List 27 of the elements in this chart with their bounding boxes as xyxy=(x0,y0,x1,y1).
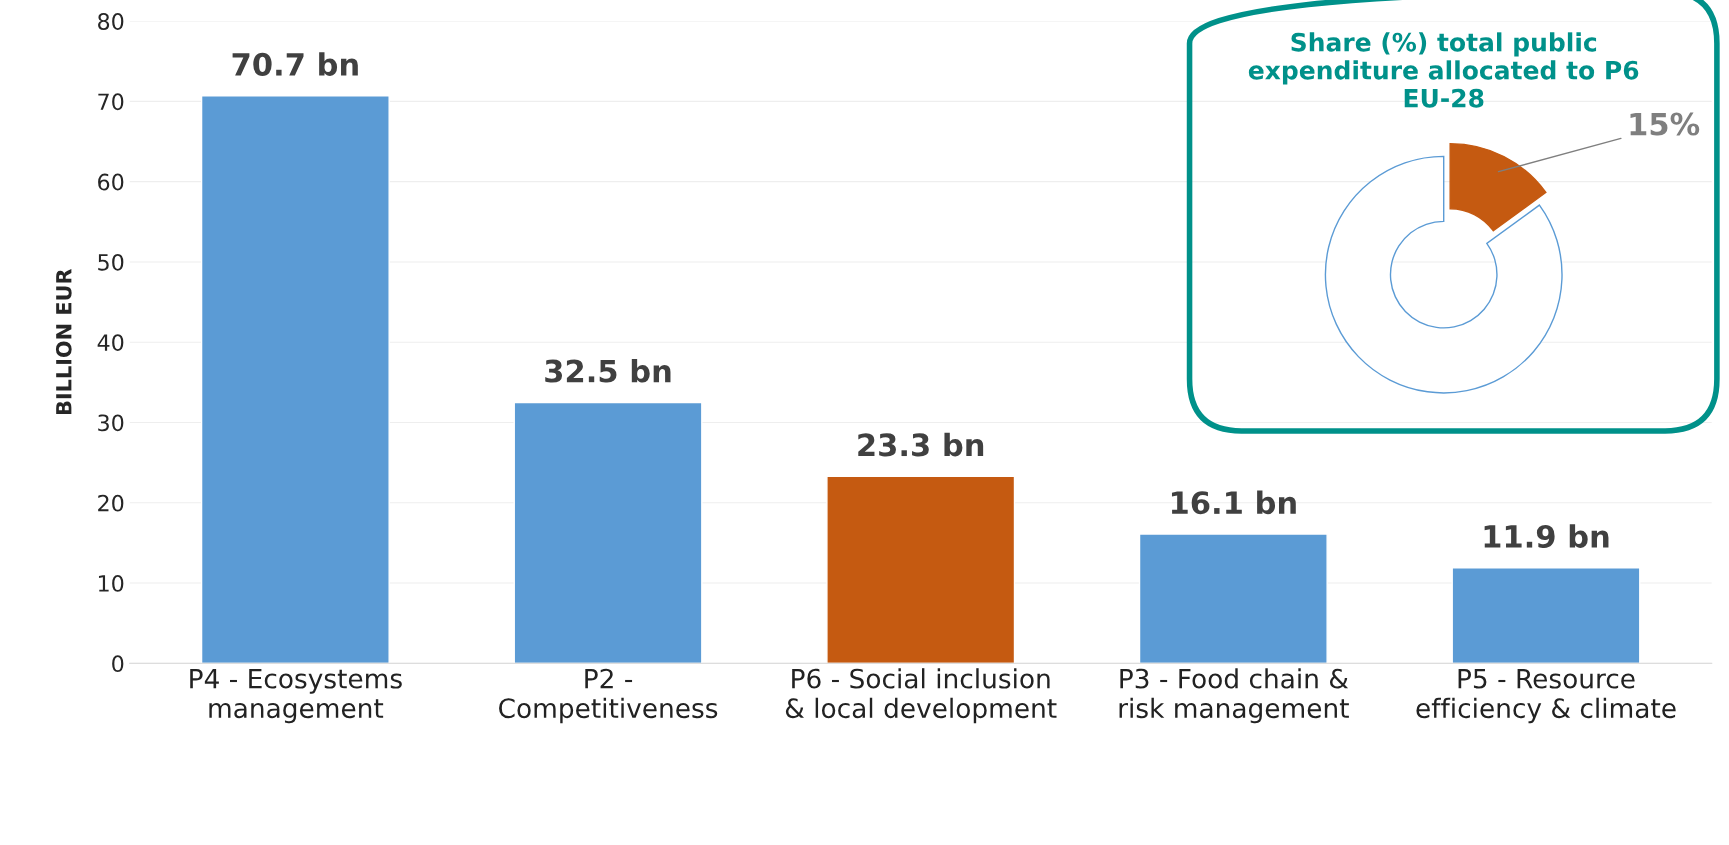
x-tick-label: P2 - Competitiveness xyxy=(499,668,718,724)
x-tick-label: P4 - Ecosystems management xyxy=(190,669,402,724)
bar xyxy=(826,475,1016,664)
data-label: 70.7 bn xyxy=(232,52,358,76)
data-label: 23.3 bn xyxy=(858,432,984,457)
y-tick-label: 0 xyxy=(112,655,124,673)
y-tick-label: 60 xyxy=(98,173,124,191)
y-tick-label: 40 xyxy=(97,334,124,351)
y-tick-label: 10 xyxy=(98,575,124,592)
bar xyxy=(513,401,703,664)
y-tick-label: 50 xyxy=(98,253,124,271)
y-tick-label: 70 xyxy=(98,93,124,111)
y-tick-label: 80 xyxy=(98,13,124,30)
chart-title: Share (%) total public expenditure allocated to P6 EU-28 xyxy=(1248,32,1639,108)
bar xyxy=(1138,533,1328,664)
x-tick-label: P3 - Food chain & risk management xyxy=(1119,668,1349,724)
x-tick-label: P6 - Social inclusion & local development xyxy=(785,668,1057,724)
bar xyxy=(200,95,390,664)
x-tick-label: P5 - Resource efficiency & climate xyxy=(1416,669,1676,724)
y-tick-label: 20 xyxy=(98,494,124,512)
bar xyxy=(1451,567,1641,664)
y-axis-title: BILLION EUR xyxy=(55,268,72,415)
data-label: 16.1 bn xyxy=(1171,490,1296,515)
y-tick-label: 30 xyxy=(98,414,124,432)
data-label: 32.5 bn xyxy=(545,358,671,383)
data-label: 15% xyxy=(1630,112,1700,136)
data-label: 11.9 bn xyxy=(1484,524,1609,548)
